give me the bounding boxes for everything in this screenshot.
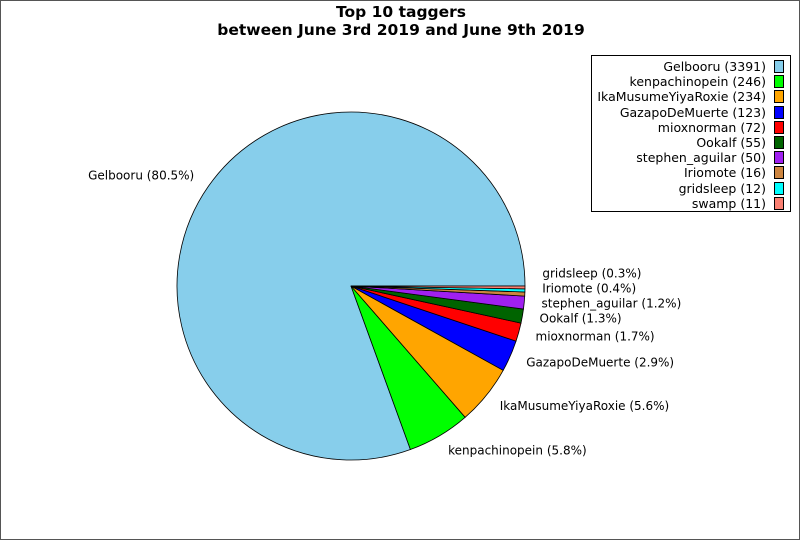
slice-label-mioxnorman: mioxnorman (1.7%) bbox=[536, 329, 655, 343]
legend-swatch bbox=[774, 151, 784, 165]
legend-entry-mioxnorman: mioxnorman (72) bbox=[592, 120, 790, 135]
legend-entry-kenpachinopein: kenpachinopein (246) bbox=[592, 74, 790, 89]
slice-label-gridsleep: gridsleep (0.3%) bbox=[542, 267, 641, 281]
legend-label: swamp (11) bbox=[691, 195, 766, 211]
legend-label: IkaMusumeYiyaRoxie (234) bbox=[597, 89, 766, 105]
legend-swatch bbox=[774, 105, 784, 119]
slice-label-ookalf: Ookalf (1.3%) bbox=[540, 312, 622, 326]
legend-entry-gelbooru: Gelbooru (3391) bbox=[592, 59, 790, 74]
legend-entry-ookalf: Ookalf (55) bbox=[592, 135, 790, 150]
slice-label-gelbooru: Gelbooru (80.5%) bbox=[88, 169, 194, 183]
legend: Gelbooru (3391) kenpachinopein (246) IkaMu… bbox=[591, 55, 791, 212]
slice-label-iriomote: Iriomote (0.4%) bbox=[542, 282, 636, 296]
legend-entry-gridsleep: gridsleep (12) bbox=[592, 181, 790, 196]
legend-label: Gelbooru (3391) bbox=[663, 59, 766, 75]
legend-swatch bbox=[774, 136, 784, 150]
pie-slice-swamp bbox=[350, 285, 526, 290]
legend-label: Ookalf (55) bbox=[696, 135, 766, 151]
slice-label-kenpachinopein: kenpachinopein (5.8%) bbox=[448, 443, 587, 457]
slice-label-stephen_aguilar: stephen_aguilar (1.2%) bbox=[542, 297, 682, 311]
legend-entry-gazapodemuerte: GazapoDeMuerte (123) bbox=[592, 105, 790, 120]
chart-title-line-1: Top 10 taggers bbox=[335, 3, 467, 21]
legend-swatch bbox=[774, 166, 784, 180]
slice-label-gazapodemuerte: GazapoDeMuerte (2.9%) bbox=[526, 356, 674, 370]
legend-label: mioxnorman (72) bbox=[657, 119, 766, 135]
chart-title-line-2: between June 3rd 2019 and June 9th 2019 bbox=[217, 21, 585, 39]
legend-label: Iriomote (16) bbox=[684, 165, 766, 181]
legend-swatch bbox=[774, 181, 784, 195]
legend-label: stephen_aguilar (50) bbox=[636, 150, 766, 166]
legend-swatch bbox=[774, 75, 784, 89]
legend-entry-ikamusumeyiyaroxie: IkaMusumeYiyaRoxie (234) bbox=[592, 89, 790, 104]
legend-label: kenpachinopein (246) bbox=[629, 74, 766, 90]
legend-label: gridsleep (12) bbox=[678, 180, 766, 196]
legend-swatch bbox=[774, 60, 784, 74]
legend-swatch bbox=[774, 196, 784, 210]
legend-entry-iriomote: Iriomote (16) bbox=[592, 165, 790, 180]
slice-label-ikamusumeyiyaroxie: IkaMusumeYiyaRoxie (5.6%) bbox=[500, 399, 669, 413]
legend-label: GazapoDeMuerte (123) bbox=[619, 104, 766, 120]
legend-swatch bbox=[774, 90, 784, 104]
legend-entry-swamp: swamp (11) bbox=[592, 196, 790, 211]
legend-entry-stephen_aguilar: stephen_aguilar (50) bbox=[592, 150, 790, 165]
legend-swatch bbox=[774, 120, 784, 134]
chart-title: Top 10 taggers between June 3rd 2019 and… bbox=[1, 3, 799, 39]
